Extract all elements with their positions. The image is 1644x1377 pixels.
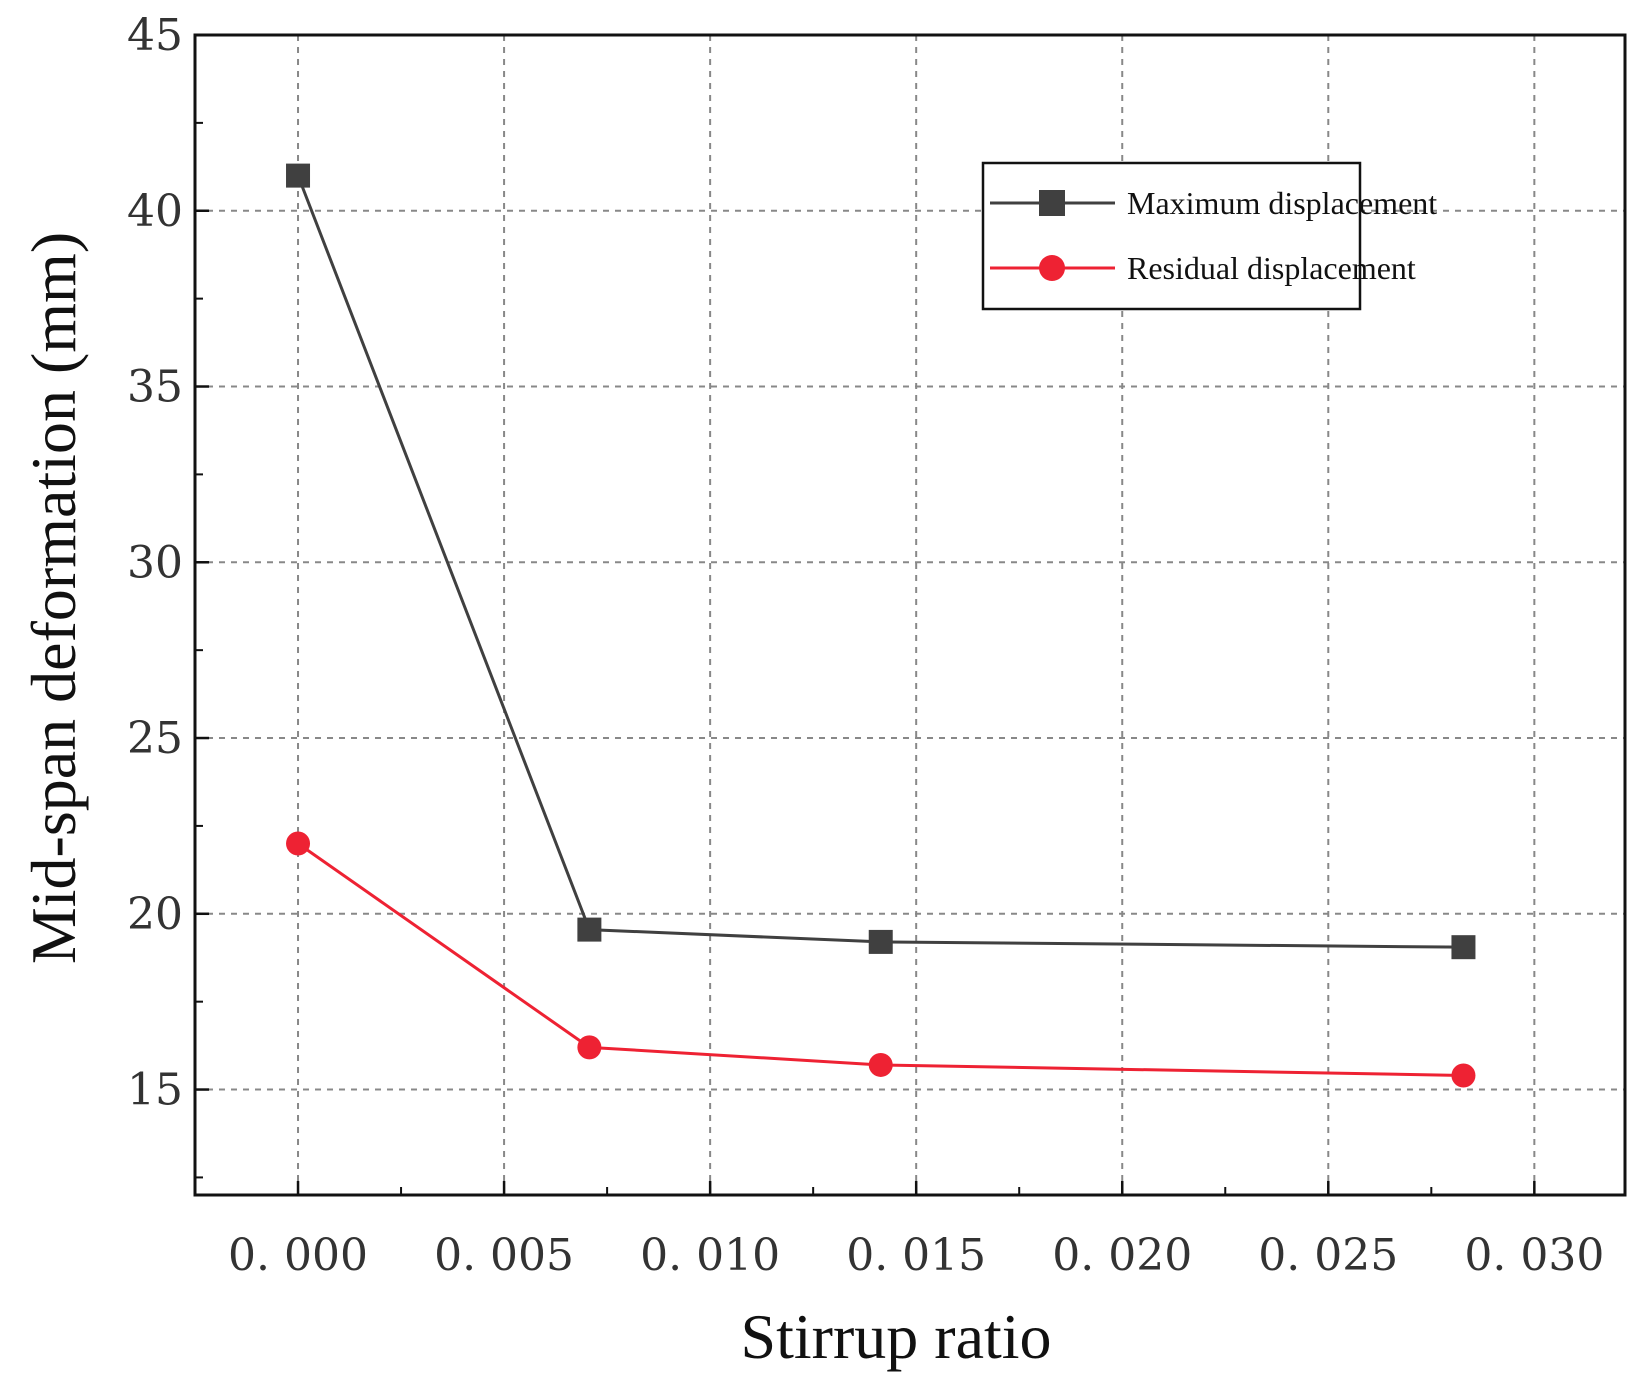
legend: Maximum displacement Residual displaceme… [981, 161, 1437, 311]
x-tick-label: 0. 025 [1258, 1230, 1398, 1281]
y-tick-label: 15 [127, 1065, 183, 1116]
x-tick-label: 0. 020 [1052, 1230, 1192, 1281]
data-point-residual [1451, 1063, 1476, 1088]
x-axis-title: Stirrup ratio [740, 1301, 1051, 1372]
legend-marker-maximum [1039, 190, 1065, 216]
series-line-residual [297, 842, 1464, 1077]
x-tick-label: 0. 000 [228, 1230, 368, 1281]
legend-label-residual: Residual displacement [1127, 250, 1416, 286]
x-tick-label: 0. 015 [846, 1230, 986, 1281]
data-point-maximum [577, 917, 602, 942]
legend-marker-residual [1039, 255, 1065, 281]
x-tick-label: 0. 005 [434, 1230, 574, 1281]
legend-box [981, 161, 1362, 311]
y-tick-label: 30 [127, 537, 183, 588]
y-tick-label: 45 [127, 10, 183, 61]
data-point-residual [868, 1052, 893, 1077]
x-tick-label: 0. 010 [640, 1230, 780, 1281]
legend-label-maximum: Maximum displacement [1127, 185, 1437, 221]
y-tick-label: 35 [127, 362, 183, 413]
data-point-residual [577, 1035, 602, 1060]
data-point-residual [286, 831, 311, 856]
grid [195, 35, 1625, 1195]
x-tick-label: 0. 030 [1464, 1230, 1604, 1281]
y-tick-label: 25 [127, 713, 183, 764]
data-point-maximum [868, 929, 893, 954]
data-point-maximum [1451, 935, 1476, 960]
plot-frame [193, 33, 1627, 1197]
y-axis-title: Mid-span deformation (mm) [18, 232, 89, 964]
data-point-maximum [286, 163, 311, 188]
y-tick-label: 40 [127, 186, 183, 237]
series-line-maximum [296, 175, 1464, 949]
y-tick-label: 20 [127, 889, 183, 940]
series-layer [286, 163, 1476, 1088]
axis-ticks: 0. 000 0. 005 0. 010 0. 015 0. 020 0. 025 0. 0… [127, 10, 1604, 1281]
